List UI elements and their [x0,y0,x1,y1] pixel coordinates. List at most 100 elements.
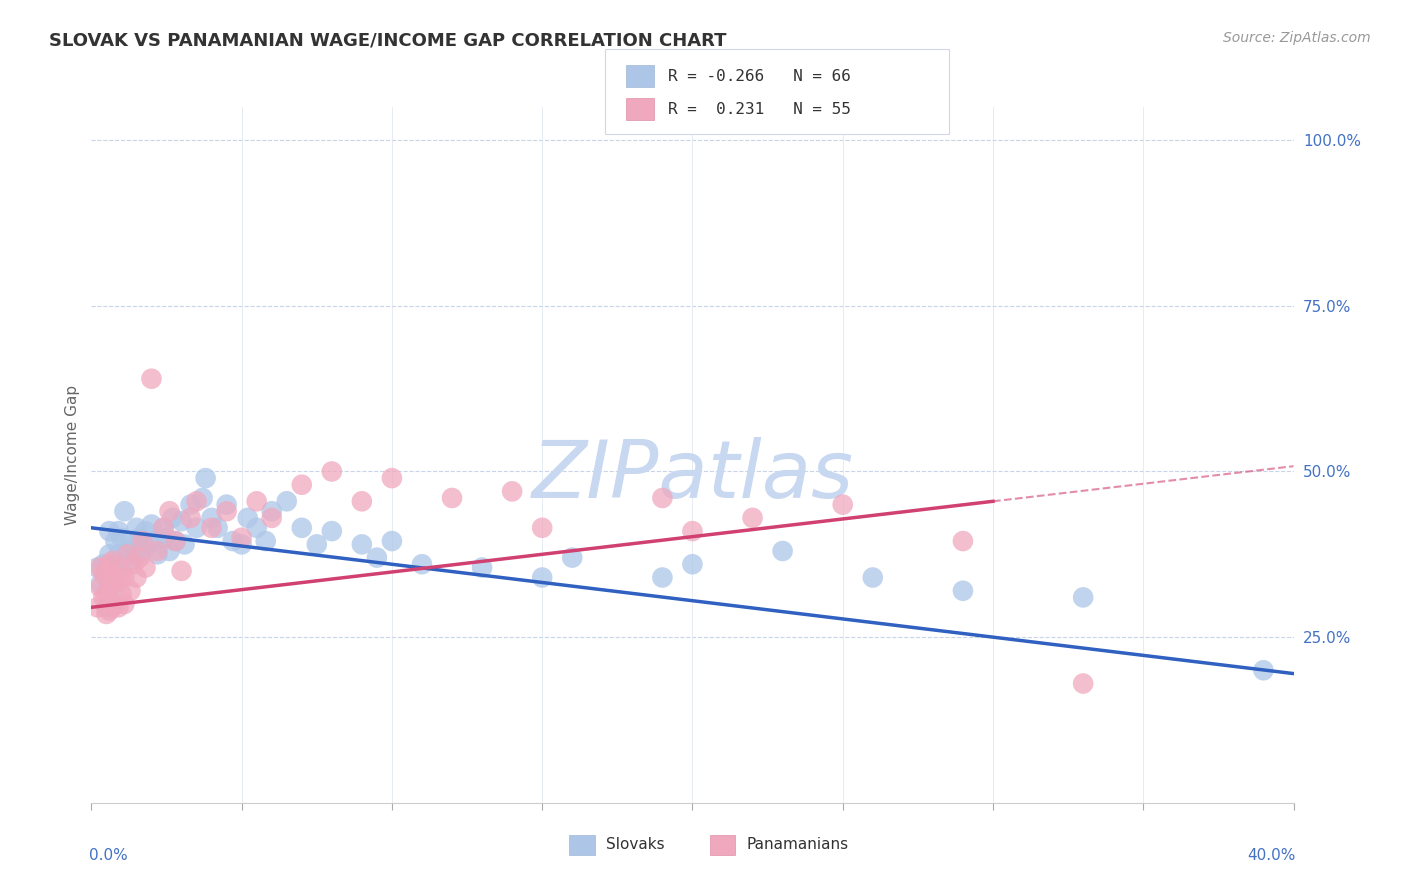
Point [201,521,224,535]
Text: Panamanians: Panamanians [747,838,849,852]
Point [152,521,174,535]
Point [350,537,373,551]
Point [128,550,150,565]
Point [120,583,142,598]
Point [96,570,118,584]
Point [125,521,148,535]
Point [952,534,974,549]
Point [96,564,118,578]
Point [291,521,314,535]
Point [170,514,193,528]
Point [93,567,115,582]
Point [236,511,259,525]
Point [104,567,127,582]
Point [321,524,343,538]
Point [1253,663,1275,677]
Point [831,498,853,512]
Point [201,511,224,525]
Text: 0.0%: 0.0% [89,848,128,863]
Point [651,570,673,584]
Point [471,560,494,574]
Point [162,511,184,525]
Point [101,558,124,572]
Point [125,547,148,561]
Point [86,560,108,574]
Text: R = -0.266   N = 66: R = -0.266 N = 66 [668,69,851,84]
Point [93,558,115,572]
Point [1071,676,1094,690]
Point [107,524,129,538]
Point [221,534,243,549]
Point [165,534,187,549]
Point [89,560,111,574]
Point [165,534,187,549]
Point [125,570,148,584]
Point [134,560,156,574]
Point [531,521,554,535]
Point [86,600,108,615]
Point [89,581,111,595]
Point [110,558,132,572]
Point [159,544,181,558]
Point [114,597,136,611]
Point [321,465,343,479]
Point [96,600,118,615]
Point [366,550,388,565]
Point [215,504,238,518]
Point [110,531,132,545]
Point [215,498,238,512]
Point [531,570,554,584]
Point [772,544,794,558]
Point [104,597,127,611]
Point [170,564,193,578]
Point [101,577,124,591]
Point [146,544,169,558]
Text: SLOVAK VS PANAMANIAN WAGE/INCOME GAP CORRELATION CHART: SLOVAK VS PANAMANIAN WAGE/INCOME GAP COR… [49,31,727,49]
Point [138,537,160,551]
Point [122,537,145,551]
Point [254,534,277,549]
Point [143,534,166,549]
Point [122,558,145,572]
Point [131,544,153,558]
Point [260,511,283,525]
Point [180,511,202,525]
Point [98,604,121,618]
Text: R =  0.231   N = 55: R = 0.231 N = 55 [668,102,851,117]
Point [681,524,703,538]
Text: Source: ZipAtlas.com: Source: ZipAtlas.com [1223,31,1371,45]
Point [651,491,673,505]
Point [101,600,124,615]
Point [186,521,208,535]
Point [128,531,150,545]
Point [191,491,214,505]
Point [180,498,202,512]
Point [440,491,463,505]
Point [305,537,328,551]
Point [276,494,298,508]
Point [231,537,253,551]
Point [107,574,129,588]
Point [114,570,136,584]
Point [152,521,174,535]
Point [173,537,195,551]
Point [117,544,139,558]
Point [194,471,217,485]
Point [141,372,163,386]
Point [89,577,111,591]
Point [681,558,703,572]
Point [561,550,583,565]
Point [104,534,127,549]
Point [131,534,153,549]
Point [107,600,129,615]
Point [411,558,433,572]
Point [107,547,129,561]
Point [110,564,132,578]
Point [93,591,115,605]
Point [155,531,177,545]
Point [207,521,229,535]
Point [501,484,523,499]
Point [98,547,121,561]
Text: Slovaks: Slovaks [606,838,665,852]
Point [186,494,208,508]
